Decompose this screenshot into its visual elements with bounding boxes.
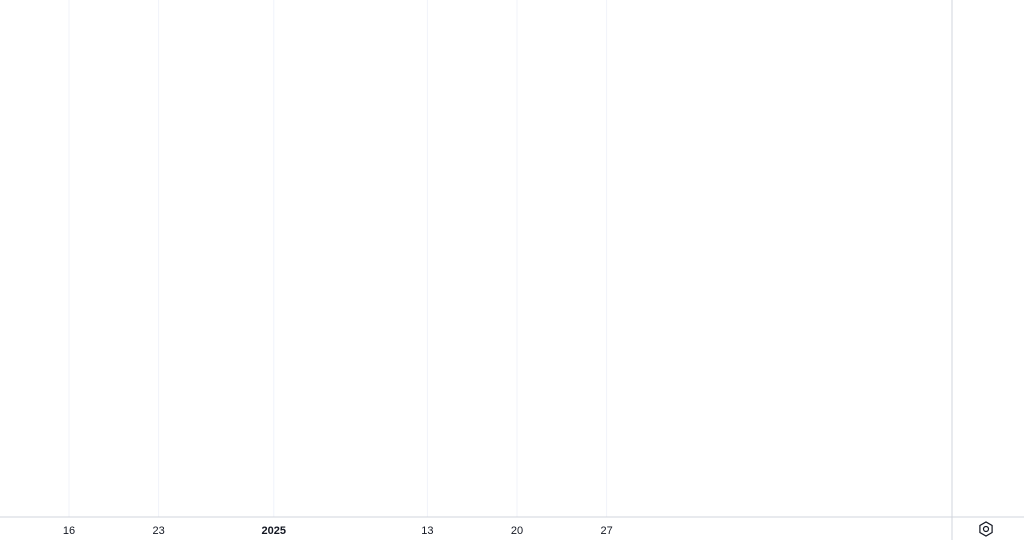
time-tick-label: 13 (421, 525, 433, 537)
time-tick-label: 23 (152, 525, 164, 537)
settings-hexagon-shape[interactable] (979, 521, 993, 537)
time-tick-label: 27 (600, 525, 612, 537)
grid (68, 0, 608, 517)
time-axis[interactable]: 16 23 2025 13 20 27 (0, 516, 1024, 537)
settings-hexagon-icon[interactable] (979, 521, 993, 537)
settings-hexagon-center[interactable] (982, 525, 990, 533)
time-tick-label: 16 (63, 525, 75, 537)
time-tick-label: 20 (511, 525, 523, 537)
time-tick-label: 2025 (262, 525, 286, 537)
price-axis[interactable]: 34,000033,000032,000031,000030,000029,00… (951, 0, 1008, 540)
